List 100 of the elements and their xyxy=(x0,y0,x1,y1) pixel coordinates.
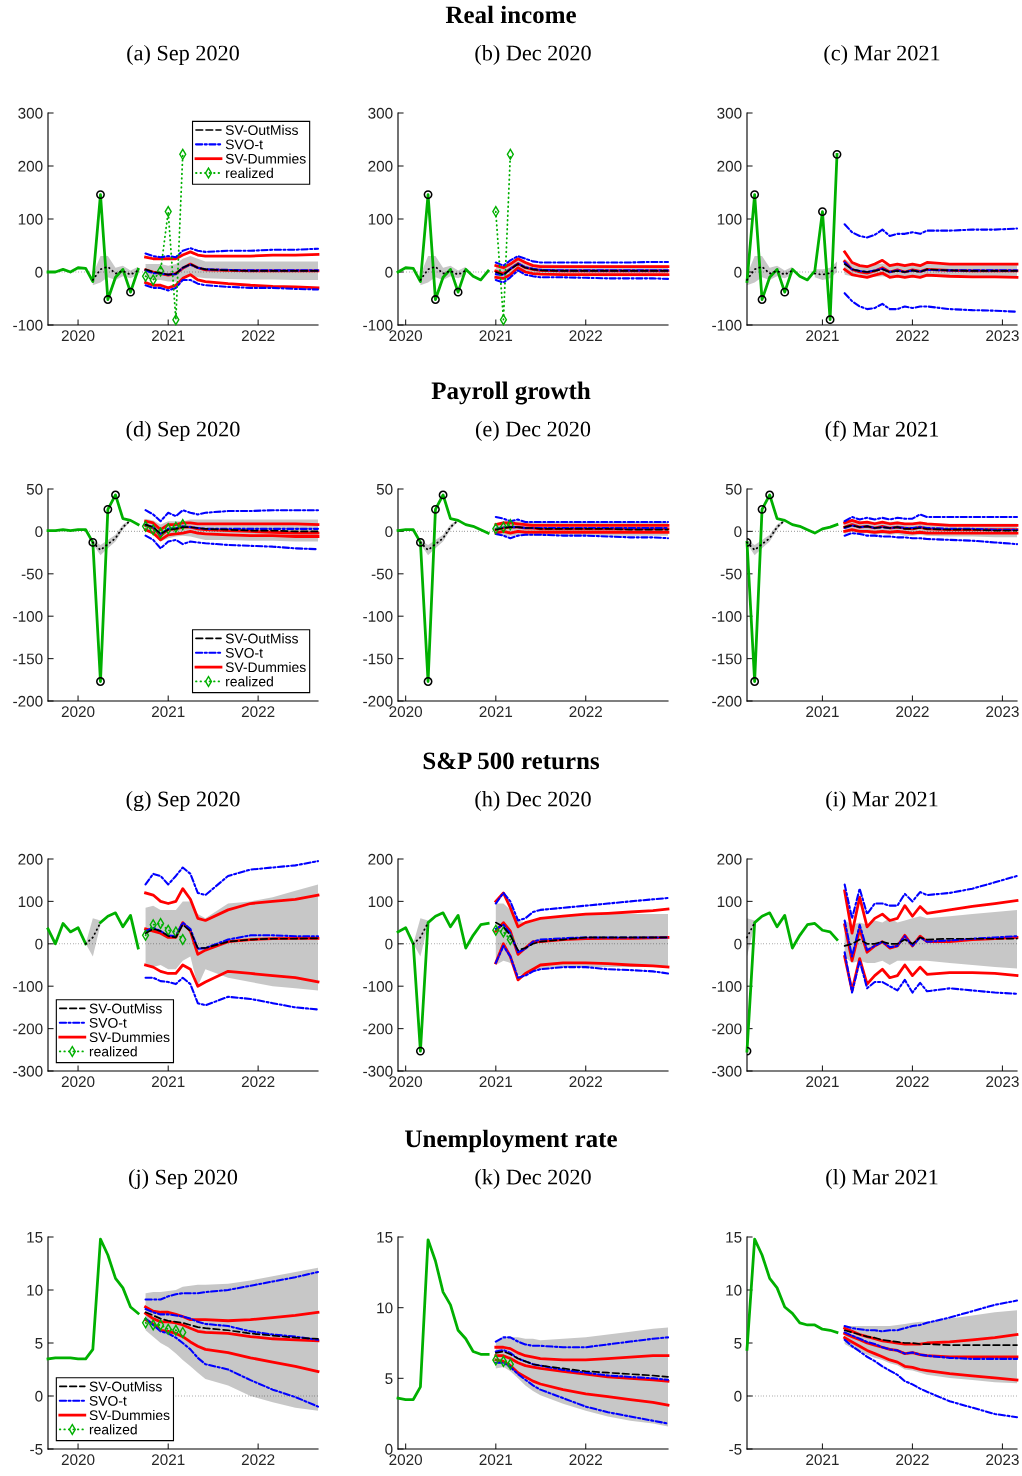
y-tick-label: -100 xyxy=(13,319,43,331)
legend-label: realized xyxy=(89,1046,137,1057)
x-tick-label: 2021 xyxy=(806,706,839,718)
y-tick-label: 100 xyxy=(717,896,742,908)
x-tick-label: 2022 xyxy=(896,706,929,718)
y-tick-label: 200 xyxy=(368,160,393,172)
y-tick-label: 5 xyxy=(35,1338,43,1349)
y-tick-label: 0 xyxy=(385,938,393,950)
x-tick-label: 2023 xyxy=(986,330,1019,342)
x-tick-label: 2021 xyxy=(152,706,185,718)
y-tick-label: 0 xyxy=(35,1390,43,1402)
x-tick-label: 2022 xyxy=(569,706,602,718)
y-tick-label: 100 xyxy=(18,213,43,225)
x-tick-label: 2020 xyxy=(389,706,423,718)
x-tick-label: 2020 xyxy=(61,1454,95,1466)
y-tick-label: -200 xyxy=(712,695,742,707)
legend-label: realized xyxy=(89,1424,137,1435)
x-tick-label: 2022 xyxy=(241,330,275,342)
chart-title: Real income xyxy=(445,5,576,24)
x-tick-label: 2021 xyxy=(806,330,839,342)
y-tick-label: 200 xyxy=(717,853,742,865)
legend-label: SV-Dummies xyxy=(225,153,306,164)
legend-label: realized xyxy=(226,167,273,179)
y-tick-label: 0 xyxy=(385,1443,393,1455)
x-tick-label: 2021 xyxy=(479,706,513,718)
y-tick-label: 15 xyxy=(726,1232,742,1243)
chart-subtitle: (b) Dec 2020 xyxy=(475,44,591,66)
chart-title: (j) Sep 2020 xyxy=(129,1168,238,1190)
y-tick-label: 0 xyxy=(35,938,43,950)
y-tick-label: 200 xyxy=(18,853,43,865)
x-tick-label: 2023 xyxy=(986,706,1019,718)
y-tick-label: -5 xyxy=(30,1444,43,1455)
y-tick-label: 300 xyxy=(18,107,43,119)
chart-title: (l) Mar 2021 xyxy=(826,1168,938,1190)
y-tick-label: 0 xyxy=(35,266,43,278)
y-tick-label: 5 xyxy=(385,1373,393,1385)
chart-subtitle: (k) Dec 2020 xyxy=(475,1168,591,1190)
y-tick-label: -300 xyxy=(712,1065,742,1077)
x-tick-label: 2021 xyxy=(806,1076,839,1088)
chart-title: (g) Sep 2020 xyxy=(126,790,240,812)
legend-label: SVO-t xyxy=(89,1395,127,1406)
x-tick-label: 2020 xyxy=(61,1076,95,1088)
y-tick-label: -100 xyxy=(13,981,43,992)
chart-title: Unemployment rate xyxy=(405,1129,617,1153)
chart-title: (i) Mar 2021 xyxy=(826,790,938,812)
y-tick-label: 0 xyxy=(734,526,742,538)
y-tick-label: -50 xyxy=(21,568,43,580)
y-tick-label: 10 xyxy=(27,1284,43,1296)
y-tick-label: -100 xyxy=(363,611,393,622)
y-tick-label: 0 xyxy=(385,526,393,538)
x-tick-label: 2022 xyxy=(241,1454,275,1466)
y-tick-label: 100 xyxy=(717,213,742,225)
x-tick-label: 2021 xyxy=(479,330,513,342)
y-tick-label: -200 xyxy=(363,695,393,707)
y-tick-label: -50 xyxy=(371,568,393,580)
y-tick-label: -50 xyxy=(720,568,742,580)
y-tick-label: 0 xyxy=(734,938,742,950)
y-tick-label: -100 xyxy=(363,981,393,992)
y-tick-label: 100 xyxy=(368,896,393,908)
y-tick-label: 0 xyxy=(35,526,43,538)
chart-title: S&P 500 returns xyxy=(423,752,600,770)
y-tick-label: 0 xyxy=(734,1390,742,1402)
x-tick-label: 2020 xyxy=(389,1454,423,1466)
y-tick-label: 200 xyxy=(717,160,742,172)
legend-label: SV-Dummies xyxy=(89,1031,170,1043)
legend-label: SV-OutMiss xyxy=(225,124,298,136)
y-tick-label: 50 xyxy=(26,483,43,495)
x-tick-label: 2022 xyxy=(241,1076,275,1088)
chart-title: (c) Mar 2021 xyxy=(824,44,940,66)
y-tick-label: -100 xyxy=(13,611,43,622)
x-tick-label: 2022 xyxy=(569,330,602,342)
legend-label: SVO-t xyxy=(225,139,263,150)
y-tick-label: 50 xyxy=(376,483,393,495)
legend-label: SVO-t xyxy=(225,647,263,658)
y-tick-label: 15 xyxy=(377,1232,393,1243)
legend-label: SV-Dummies xyxy=(89,1409,170,1421)
chart-title: Payroll growth xyxy=(431,381,591,405)
x-tick-label: 2021 xyxy=(152,330,185,342)
y-tick-label: -200 xyxy=(712,1023,742,1035)
chart-title: (d) Sep 2020 xyxy=(126,420,240,442)
x-tick-label: 2022 xyxy=(569,1454,602,1466)
y-tick-label: -100 xyxy=(712,981,742,992)
y-tick-label: 300 xyxy=(368,107,393,119)
x-tick-label: 2021 xyxy=(152,1076,185,1088)
y-tick-label: 10 xyxy=(377,1302,393,1314)
y-tick-label: -150 xyxy=(712,653,742,665)
y-tick-label: 5 xyxy=(734,1338,742,1349)
x-tick-label: 2021 xyxy=(479,1076,513,1088)
y-tick-label: 10 xyxy=(726,1284,742,1296)
y-tick-label: 15 xyxy=(27,1232,43,1243)
legend-label: SV-OutMiss xyxy=(225,633,298,644)
y-tick-label: -200 xyxy=(13,1023,43,1035)
y-tick-label: -100 xyxy=(712,611,742,622)
y-tick-label: 0 xyxy=(734,266,742,278)
y-tick-label: -300 xyxy=(363,1065,393,1077)
y-tick-label: 0 xyxy=(385,266,393,278)
y-tick-label: 300 xyxy=(717,107,742,119)
x-tick-label: 2020 xyxy=(61,330,95,342)
chart-subtitle: (h) Dec 2020 xyxy=(475,790,591,812)
y-tick-label: -150 xyxy=(363,653,393,665)
